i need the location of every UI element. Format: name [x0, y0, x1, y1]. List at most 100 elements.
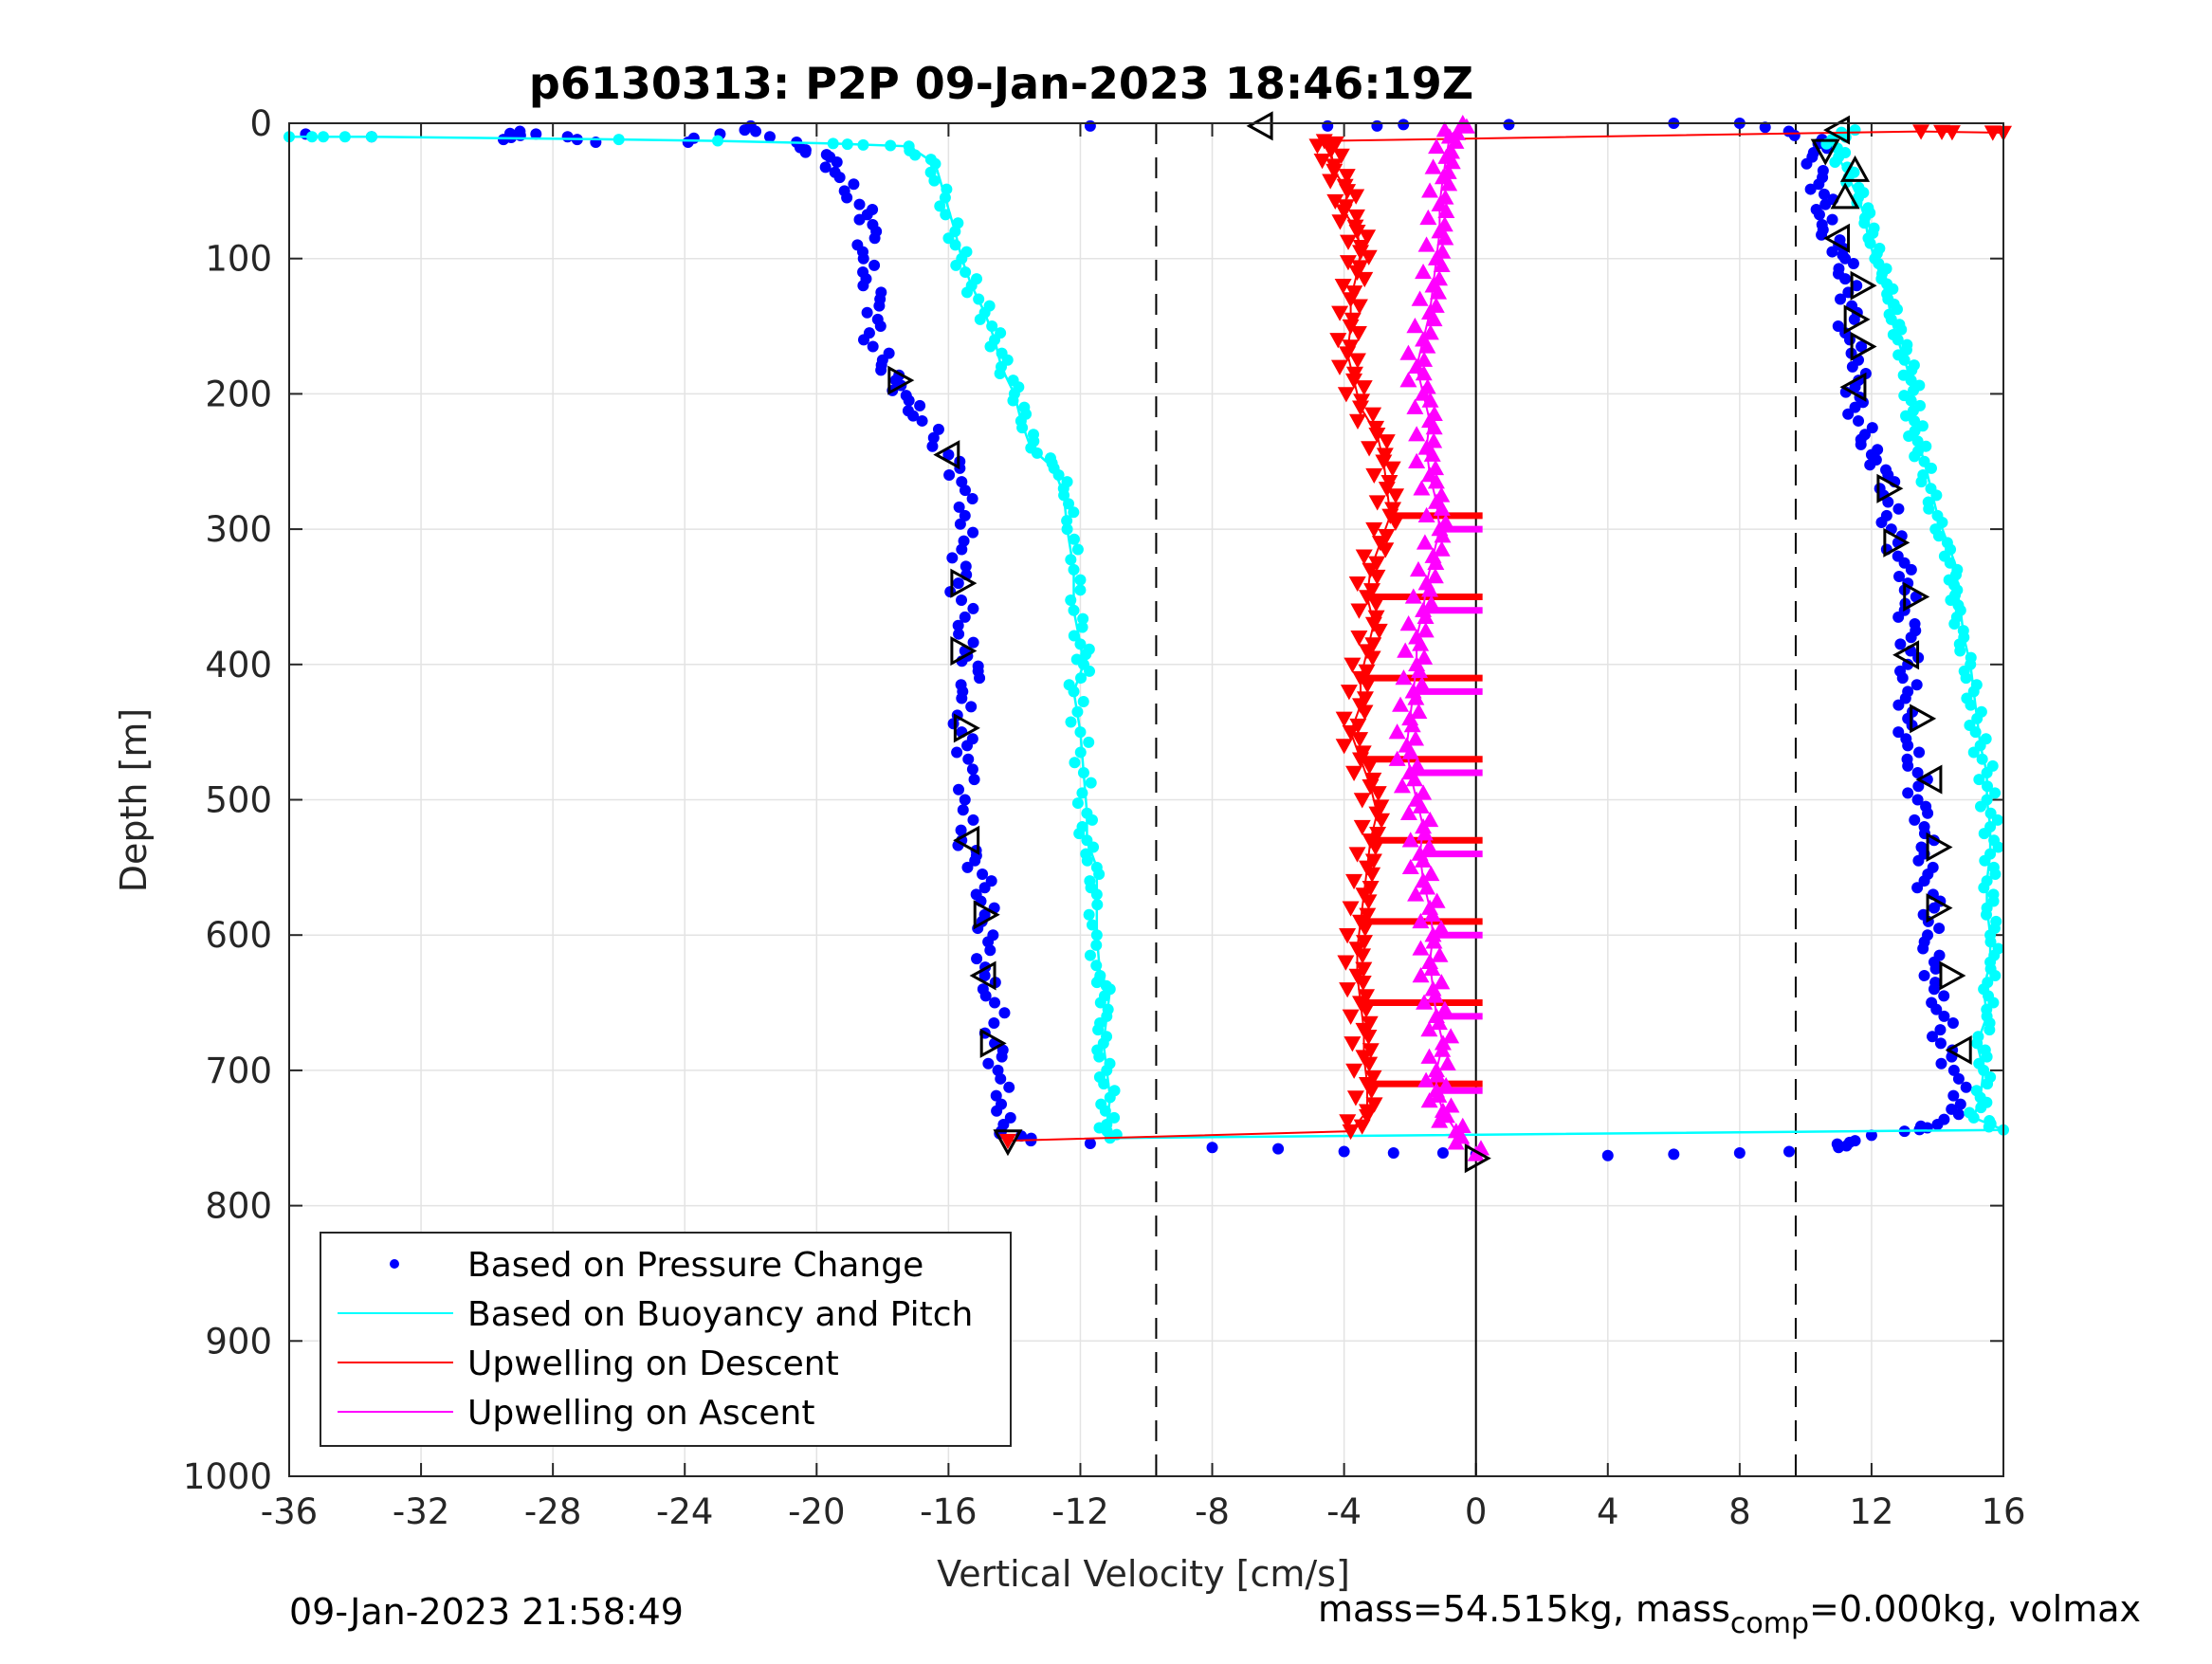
buoyancy-point [1081, 854, 1093, 867]
ascent-marker [1401, 858, 1419, 875]
descent-marker [1331, 305, 1349, 321]
pressure-point [1503, 119, 1515, 131]
legend-dot [390, 1259, 399, 1269]
ascent-marker [1431, 1112, 1449, 1128]
pressure-point [967, 602, 979, 614]
buoyancy-point [1979, 1044, 1991, 1056]
descent-marker [1360, 894, 1378, 910]
pitch-marker [1945, 1034, 1972, 1066]
pressure-point [907, 410, 920, 422]
x-tick-label: 8 [1728, 1491, 1751, 1532]
pressure-point [1947, 1064, 1960, 1076]
buoyancy-point [1990, 915, 2002, 927]
buoyancy-point [1987, 861, 2000, 873]
pressure-point [959, 485, 971, 497]
ascent-marker [1419, 209, 1437, 226]
pressure-point [1892, 726, 1905, 739]
descent-marker [1348, 224, 1366, 241]
pressure-point [979, 990, 992, 1002]
pitch-marker [950, 568, 978, 598]
legend-label: Based on Pressure Change [467, 1246, 923, 1285]
buoyancy-point [1068, 630, 1080, 642]
pitch-marker [973, 900, 1000, 930]
pressure-point [965, 701, 978, 713]
buoyancy-point [1063, 498, 1075, 510]
descent-marker [1345, 765, 1363, 781]
descent-marker [1335, 711, 1353, 727]
descent-marker [1361, 1056, 1379, 1072]
buoyancy-point [318, 131, 330, 143]
pressure-point [1874, 483, 1886, 495]
pressure-point [1826, 213, 1838, 226]
pressure-point [1933, 949, 1946, 961]
pressure-point [1817, 164, 1829, 176]
pressure-point [1807, 147, 1819, 159]
pressure-point [1909, 814, 1921, 826]
descent-marker [1377, 542, 1395, 558]
buoyancy-point [1970, 679, 1983, 691]
ascent-marker [1422, 865, 1440, 882]
descent-marker [1337, 387, 1355, 403]
pressure-point [873, 300, 886, 312]
x-tick-label: -4 [1326, 1491, 1362, 1532]
ascent-marker [1433, 486, 1451, 503]
buoyancy-point [1077, 696, 1089, 708]
descent-marker [1912, 124, 1930, 140]
buoyancy-point [1849, 124, 1861, 137]
descent-marker [1363, 867, 1381, 883]
buoyancy-point [950, 259, 962, 271]
descent-marker [1339, 255, 1357, 271]
buoyancy-point [941, 183, 953, 195]
buoyancy-point [1065, 554, 1077, 566]
buoyancy-point [1984, 848, 1997, 860]
pressure-point [853, 213, 866, 226]
y-tick-label: 1000 [183, 1456, 272, 1497]
descent-marker [1332, 148, 1350, 164]
buoyancy-point [1076, 787, 1088, 799]
buoyancy-point [1976, 753, 1988, 765]
buoyancy-point [1862, 202, 1874, 214]
ascent-marker [1399, 344, 1417, 360]
buoyancy-point [1071, 543, 1084, 556]
buoyancy-point [1964, 720, 1976, 732]
ascent-marker [1410, 703, 1428, 719]
buoyancy-point [974, 313, 986, 325]
buoyancy-point [857, 138, 869, 151]
buoyancy-point [1084, 949, 1096, 961]
descent-marker [1370, 623, 1388, 640]
ascent-marker [1443, 143, 1461, 159]
ascent-marker [1415, 784, 1433, 800]
buoyancy-point [1970, 1085, 1983, 1097]
descent-marker [1361, 759, 1379, 775]
series-based-on-buoyancy-and-pitch [283, 124, 2009, 1144]
buoyancy-point [1093, 1051, 1106, 1063]
pressure-point [952, 619, 964, 631]
buoyancy-point [1080, 649, 1092, 661]
y-tick-label: 500 [205, 780, 272, 821]
ascent-marker [1421, 953, 1439, 969]
pressure-point [952, 577, 964, 590]
ascent-marker [1415, 263, 1433, 280]
pressure-point [942, 448, 955, 461]
pressure-point [962, 753, 975, 765]
ascent-marker [1416, 649, 1434, 665]
pressure-point [857, 280, 869, 292]
descent-marker [1983, 125, 2002, 141]
descent-marker [1313, 154, 1331, 170]
pressure-point [1004, 1111, 1016, 1124]
ascent-marker [1442, 1097, 1460, 1113]
buoyancy-point [1090, 888, 1103, 901]
pressure-point [996, 1051, 1008, 1063]
series-upwelling-on-ascent [1388, 115, 1490, 1161]
descent-marker [1340, 234, 1358, 250]
descent-marker [1329, 333, 1347, 349]
descent-marker [1335, 739, 1353, 755]
buoyancy-point [1090, 929, 1103, 942]
pressure-point [995, 1072, 1007, 1085]
y-tick-label: 900 [205, 1321, 272, 1362]
descent-marker [1335, 204, 1353, 220]
buoyancy-point [1068, 506, 1080, 519]
pressure-point [1872, 444, 1884, 456]
x-tick-label: -36 [261, 1491, 318, 1532]
pitch-marker [1464, 1143, 1491, 1174]
